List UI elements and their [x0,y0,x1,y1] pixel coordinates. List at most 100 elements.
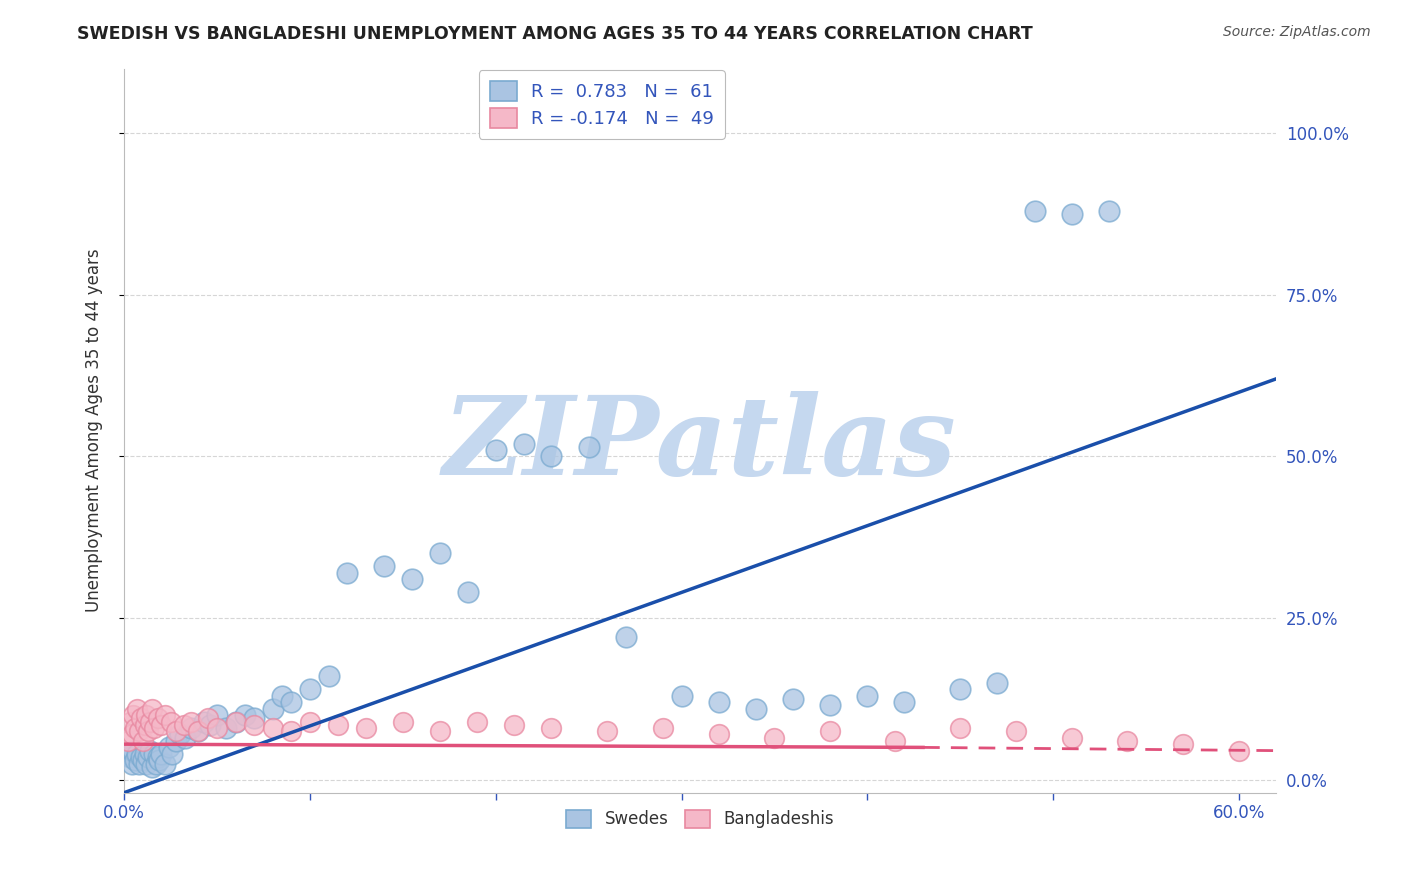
Point [150,718,173,732]
Point [225,714,247,729]
Point [280,724,302,739]
Point [129,711,152,725]
Point [180,714,202,729]
Point [132,753,155,767]
Y-axis label: Unemployment Among Ages 35 to 44 years: Unemployment Among Ages 35 to 44 years [86,249,103,613]
Point [132,734,155,748]
Point [124,721,146,735]
Point [512,436,534,450]
Point [1024,203,1046,218]
Point [614,631,637,645]
Point [197,711,219,725]
Point [540,721,562,735]
Text: SWEDISH VS BANGLADESHI UNEMPLOYMENT AMONG AGES 35 TO 44 YEARS CORRELATION CHART: SWEDISH VS BANGLADESHI UNEMPLOYMENT AMON… [77,25,1033,43]
Point [117,747,139,761]
Point [949,721,972,735]
Point [596,724,619,739]
Point [136,724,159,739]
Point [128,724,150,739]
Point [148,753,170,767]
Point [262,701,284,715]
Point [373,559,395,574]
Point [818,698,841,713]
Point [198,718,221,732]
Point [233,708,256,723]
Point [157,740,180,755]
Point [1098,203,1121,218]
Point [1060,731,1083,745]
Point [986,675,1008,690]
Point [243,711,266,725]
Point [153,756,176,771]
Point [134,718,156,732]
Point [153,708,176,723]
Point [893,695,915,709]
Point [180,721,202,735]
Point [136,750,159,764]
Point [884,734,907,748]
Point [949,682,972,697]
Point [187,724,209,739]
Point [465,714,488,729]
Point [193,714,215,729]
Point [145,756,167,771]
Point [174,731,197,745]
Point [318,669,340,683]
Point [280,695,302,709]
Point [135,708,157,723]
Point [856,689,879,703]
Point [392,714,415,729]
Text: ZIPatlas: ZIPatlas [443,392,957,499]
Point [146,711,169,725]
Point [298,682,321,697]
Point [134,747,156,761]
Point [127,701,149,715]
Point [225,714,247,729]
Point [165,724,187,739]
Point [146,750,169,764]
Text: Source: ZipAtlas.com: Source: ZipAtlas.com [1223,25,1371,39]
Point [336,566,359,580]
Point [128,756,150,771]
Point [429,724,451,739]
Point [205,708,228,723]
Point [135,756,157,771]
Point [142,721,165,735]
Point [763,731,786,745]
Point [127,747,149,761]
Point [162,747,184,761]
Point [503,718,526,732]
Point [1173,737,1195,751]
Point [578,440,600,454]
Point [205,721,228,735]
Point [745,701,768,715]
Point [326,718,349,732]
Point [129,750,152,764]
Point [150,747,173,761]
Point [122,708,145,723]
Point [121,756,143,771]
Point [141,701,163,715]
Point [121,727,143,741]
Point [298,714,321,729]
Point [117,734,139,748]
Point [671,689,693,703]
Point [124,753,146,767]
Legend: Swedes, Bangladeshis: Swedes, Bangladeshis [560,803,841,835]
Point [262,721,284,735]
Point [139,744,162,758]
Point [243,718,266,732]
Point [354,721,377,735]
Point [215,721,238,735]
Point [271,689,294,703]
Point [540,450,562,464]
Point [1005,724,1028,739]
Point [122,744,145,758]
Point [457,585,479,599]
Point [173,718,195,732]
Point [818,724,841,739]
Point [485,442,508,457]
Point [118,750,141,764]
Point [187,724,209,739]
Point [707,727,730,741]
